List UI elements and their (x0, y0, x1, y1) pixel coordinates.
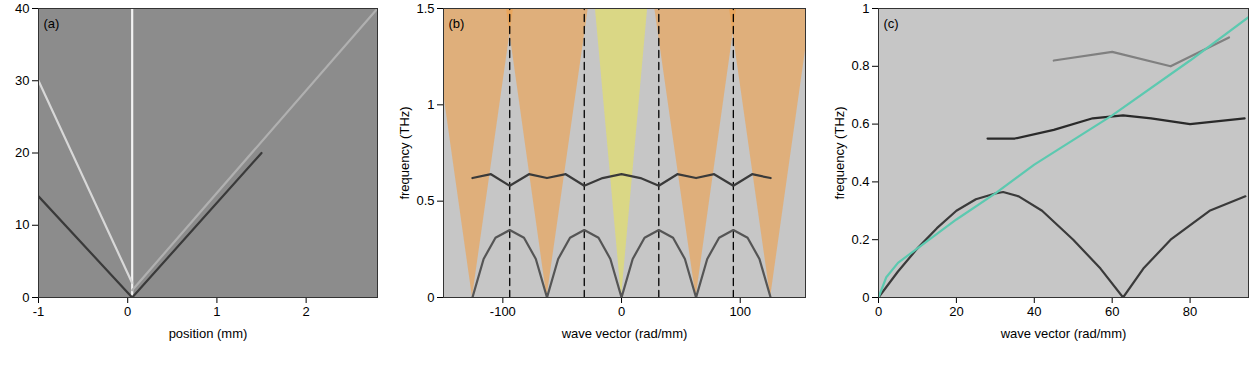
svg-text:0: 0 (618, 304, 625, 319)
svg-text:1: 1 (862, 1, 869, 16)
svg-text:0.4: 0.4 (851, 174, 869, 189)
svg-text:80: 80 (1183, 304, 1197, 319)
svg-text:1.5: 1.5 (416, 1, 434, 16)
svg-text:wave vector (rad/mm): wave vector (rad/mm) (561, 326, 688, 341)
svg-text:(a): (a) (44, 16, 60, 31)
svg-text:frequency (THz): frequency (THz) (832, 106, 847, 199)
svg-text:-100: -100 (490, 304, 516, 319)
svg-text:40: 40 (15, 1, 29, 16)
svg-text:20: 20 (949, 304, 963, 319)
svg-text:(c): (c) (884, 16, 899, 31)
svg-text:2: 2 (303, 304, 310, 319)
svg-text:30: 30 (15, 73, 29, 88)
svg-text:60: 60 (1105, 304, 1119, 319)
svg-text:position (mm): position (mm) (169, 326, 248, 341)
svg-text:10: 10 (15, 217, 29, 232)
svg-text:(b): (b) (449, 16, 465, 31)
svg-text:100: 100 (729, 304, 751, 319)
svg-text:0: 0 (427, 290, 434, 305)
svg-text:20: 20 (15, 145, 29, 160)
svg-text:wave vector (rad/mm): wave vector (rad/mm) (1000, 326, 1127, 341)
svg-text:0: 0 (862, 290, 869, 305)
svg-text:-1: -1 (33, 304, 45, 319)
svg-text:frequency (THz): frequency (THz) (397, 106, 412, 199)
svg-text:0.6: 0.6 (851, 116, 869, 131)
svg-text:1: 1 (427, 97, 434, 112)
svg-text:1: 1 (213, 304, 220, 319)
svg-text:0: 0 (124, 304, 131, 319)
svg-text:0: 0 (22, 290, 29, 305)
svg-text:0.8: 0.8 (851, 58, 869, 73)
svg-text:40: 40 (1027, 304, 1041, 319)
svg-text:0: 0 (875, 304, 882, 319)
svg-text:0.5: 0.5 (416, 193, 434, 208)
svg-text:0.2: 0.2 (851, 232, 869, 247)
